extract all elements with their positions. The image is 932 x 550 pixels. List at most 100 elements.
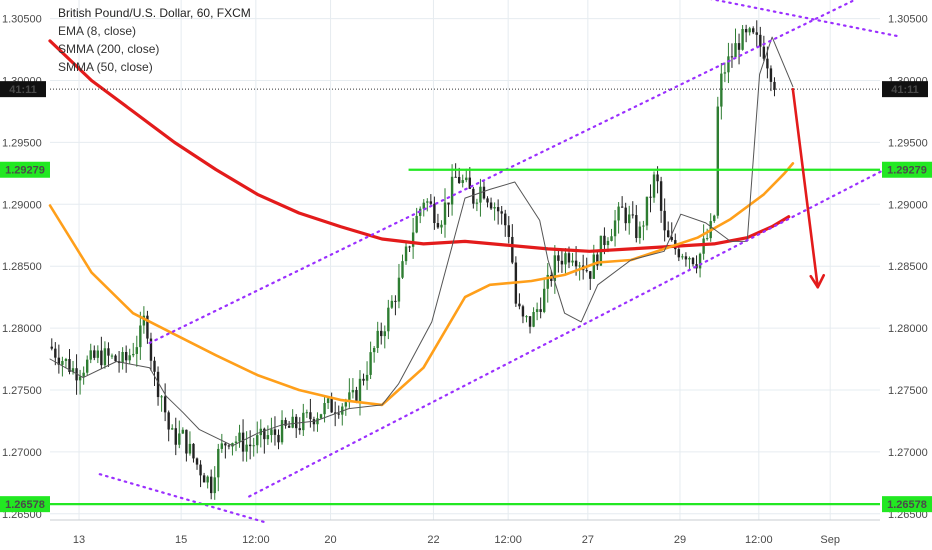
candle-body: [181, 429, 185, 434]
candle-body: [546, 274, 549, 289]
candle-body: [316, 418, 319, 425]
candle-body: [638, 226, 642, 239]
candle-body: [344, 402, 348, 407]
y-tick-label-left: 1.29500: [2, 137, 42, 149]
plot-area: [50, 0, 880, 520]
y-tick-label-left: 1.27000: [2, 447, 42, 459]
candle-body: [167, 412, 170, 430]
y-tick-label-right: 1.29500: [888, 137, 928, 149]
candle-body: [280, 420, 284, 443]
candle-body: [479, 186, 482, 203]
candle-body: [528, 316, 532, 327]
x-tick-label: 22: [427, 534, 439, 546]
candle-body: [723, 72, 727, 74]
candle-body: [171, 428, 174, 430]
candle-body: [302, 412, 305, 431]
candle-body: [429, 201, 433, 204]
candle-body: [114, 355, 117, 362]
candle-body: [705, 238, 709, 240]
candle-body: [270, 429, 273, 436]
candle-body: [744, 28, 748, 33]
candle-body: [96, 350, 100, 358]
candle-body: [369, 352, 372, 375]
candle-body: [330, 398, 333, 413]
candle-body: [355, 389, 358, 402]
resistance-badge-right-text: 1.29279: [887, 165, 927, 177]
candle-body: [348, 392, 351, 403]
candle-body: [160, 396, 163, 398]
candle-body: [188, 443, 192, 454]
candle-body: [596, 254, 599, 266]
candle-body: [613, 220, 617, 237]
trendline-channel-lower[interactable]: [248, 162, 898, 498]
trendline-wedge-top[interactable]: [697, 0, 898, 38]
candle-body: [287, 425, 291, 428]
candle-body: [213, 477, 216, 494]
candle-body: [309, 412, 312, 420]
candle-body: [737, 43, 741, 50]
trendline-wedge-bottom[interactable]: [98, 473, 267, 524]
candle-body: [489, 202, 493, 209]
candle-body: [535, 309, 539, 313]
candle-body: [617, 206, 620, 221]
candle-body: [620, 206, 624, 208]
candle-body: [496, 207, 500, 212]
candle-body: [401, 261, 404, 278]
candle-body: [380, 330, 383, 337]
candle-body: [61, 360, 64, 365]
candle-body: [415, 215, 418, 233]
candle-body: [351, 389, 355, 393]
candle-body: [500, 211, 503, 214]
candle-body: [628, 214, 631, 224]
candle-body: [567, 253, 571, 263]
candle-body: [376, 330, 379, 348]
candle-body: [585, 270, 588, 272]
candle-body: [408, 246, 411, 248]
ema8-line: [49, 36, 794, 447]
candle-body: [358, 378, 362, 402]
candle-body: [656, 174, 659, 182]
candle-body: [192, 443, 195, 459]
candle-body: [54, 348, 57, 358]
candle-body: [266, 435, 270, 440]
x-tick-label: 12:00: [494, 534, 522, 546]
candle-body: [394, 300, 397, 302]
forecast-arrow-head[interactable]: [809, 273, 826, 289]
candle-body: [411, 232, 415, 247]
candle-body: [578, 265, 581, 267]
candle-body: [571, 260, 574, 263]
candle-body: [730, 56, 734, 58]
candle-body: [234, 441, 238, 444]
candle-body: [592, 254, 596, 279]
legend-smma200: SMMA (200, close): [58, 42, 160, 56]
candle-body: [461, 180, 464, 184]
candle-body: [482, 186, 486, 199]
candle-body: [539, 309, 542, 312]
candle-body: [486, 198, 489, 203]
candle-body: [440, 224, 443, 228]
candle-body: [443, 202, 447, 225]
candle-body: [606, 240, 610, 246]
trendline-channel-upper[interactable]: [148, 0, 880, 345]
legend-title: British Pound/U.S. Dollar, 60, FXCM: [58, 6, 251, 20]
candle-body: [153, 360, 156, 372]
y-tick-label-left: 1.28000: [2, 323, 42, 335]
candle-body: [64, 359, 68, 361]
candle-body: [755, 32, 758, 35]
candle-body: [624, 207, 627, 224]
candle-body: [472, 188, 475, 204]
candle-body: [78, 376, 82, 381]
support-badge-left-text: 1.26578: [5, 499, 45, 511]
candle-body: [468, 177, 472, 189]
candle-body: [532, 312, 535, 327]
legend-smma50: SMMA (50, close): [58, 60, 153, 74]
candle-body: [199, 464, 202, 476]
candle-body: [139, 325, 142, 348]
forecast-arrow-shaft[interactable]: [791, 87, 820, 289]
candle-body: [305, 412, 309, 414]
candle-body: [507, 225, 510, 237]
candle-body: [390, 300, 394, 308]
chart-legend: British Pound/U.S. Dollar, 60, FXCM EMA …: [58, 4, 251, 76]
candle-body: [564, 253, 567, 265]
